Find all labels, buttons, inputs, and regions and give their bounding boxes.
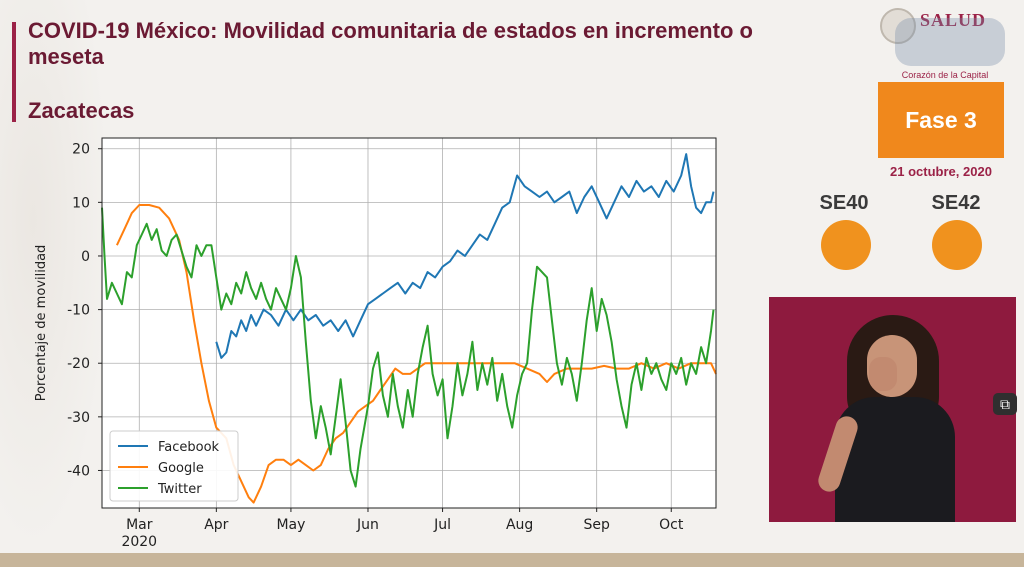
series-line-twitter bbox=[101, 207, 715, 488]
x-tick-label: Oct bbox=[659, 517, 684, 533]
legend-box bbox=[109, 430, 239, 502]
x-tick-label: Apr bbox=[204, 517, 228, 533]
x-tick-label: Aug bbox=[506, 517, 533, 533]
week-label-se40: SE40 bbox=[819, 192, 869, 214]
mobility-line-chart: -40 -30 -20 -10 0 10 20 Mar Apr May Jun Jul Aug Sep Oc… bbox=[34, 137, 717, 550]
phase-badge: Fase 3 bbox=[878, 82, 1004, 158]
plot-frame bbox=[101, 137, 717, 509]
week-indicator-se40 bbox=[821, 220, 871, 270]
x-tick-label: Mar bbox=[126, 517, 153, 533]
legend-label-google: Google bbox=[158, 461, 204, 476]
y-tick-label: -10 bbox=[67, 303, 90, 319]
y-tick-label: -30 bbox=[67, 410, 90, 426]
government-seal-icon bbox=[880, 8, 916, 44]
title-accent-bar bbox=[12, 22, 16, 122]
sign-language-interpreter-video bbox=[769, 297, 1016, 522]
week-indicator-se42 bbox=[932, 220, 982, 270]
page-title: COVID-19 México: Movilidad comunitaria d… bbox=[28, 18, 753, 69]
broadcast-logo-icon bbox=[895, 18, 1005, 66]
y-tick-label: 0 bbox=[81, 249, 90, 265]
x-tick-label: Jun bbox=[356, 517, 379, 533]
picture-in-picture-icon[interactable]: ⧉ bbox=[993, 393, 1017, 415]
x-tick-label: Jul bbox=[433, 517, 451, 533]
x-tick-label: May bbox=[276, 517, 305, 533]
state-subtitle: Zacatecas bbox=[28, 98, 135, 123]
cdmx-tagline: Corazón de la Capital bbox=[901, 70, 989, 80]
report-date: 21 octubre, 2020 bbox=[890, 164, 992, 179]
salud-logo: SALUD bbox=[920, 10, 987, 30]
background-pattern bbox=[0, 0, 110, 550]
y-tick-label: -40 bbox=[67, 463, 90, 479]
y-tick-label: 10 bbox=[72, 195, 90, 211]
x-tick-label: Sep bbox=[583, 517, 610, 533]
year-label: 2020 bbox=[121, 534, 157, 550]
footer-band bbox=[0, 553, 1024, 567]
y-axis-label: Porcentaje de movilidad bbox=[34, 245, 49, 402]
y-tick-label: 20 bbox=[72, 142, 90, 158]
interpreter-body bbox=[835, 397, 955, 522]
legend-label-facebook: Facebook bbox=[158, 440, 220, 455]
series-line-google bbox=[115, 204, 717, 504]
phase-label: Fase 3 bbox=[905, 106, 977, 133]
y-tick-label: -20 bbox=[67, 356, 90, 372]
interpreter-hand bbox=[869, 357, 897, 391]
legend-label-twitter: Twitter bbox=[157, 482, 202, 497]
week-label-se42: SE42 bbox=[931, 192, 981, 214]
